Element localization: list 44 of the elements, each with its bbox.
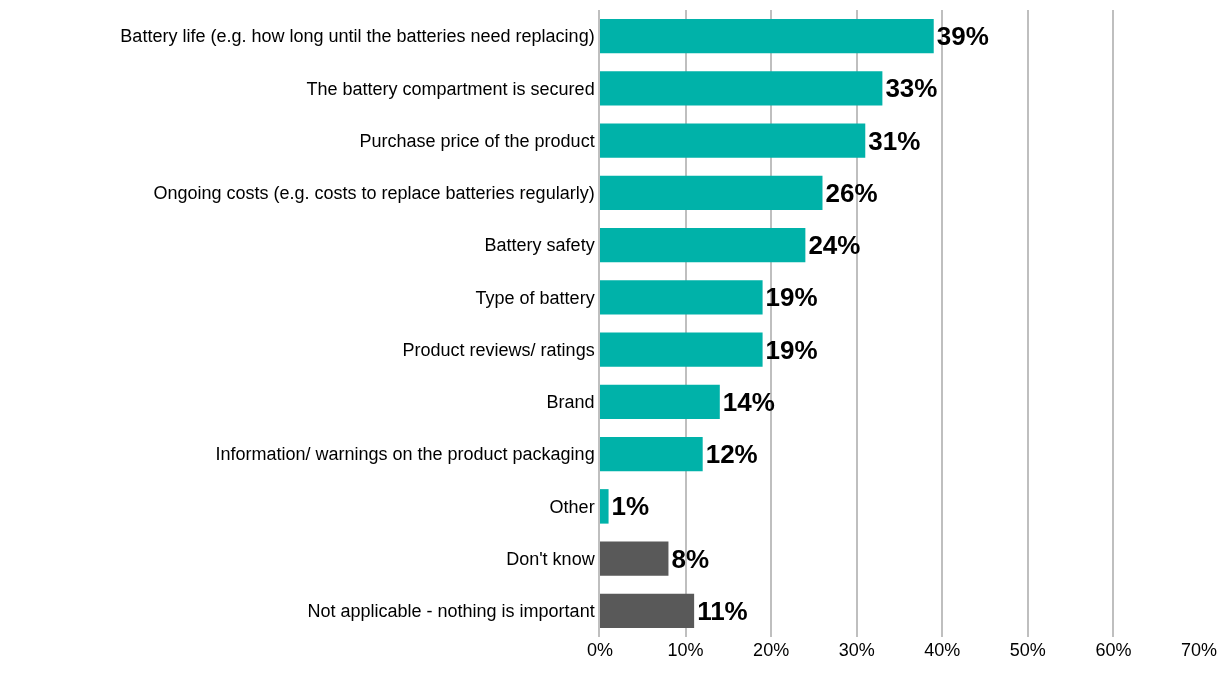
x-tick-label: 70% <box>1180 640 1218 660</box>
data-label: 8% <box>671 543 710 574</box>
y-tick-label: Don't know <box>506 548 596 569</box>
y-tick-label: Battery life (e.g. how long until the batteries need replacing) <box>120 26 595 47</box>
bar <box>600 384 720 420</box>
y-tick-label: Ongoing costs (e.g. costs to replace batteries regularly) <box>153 183 595 204</box>
x-tick-label: 10% <box>667 640 704 660</box>
bar <box>600 123 866 158</box>
bar <box>600 436 703 472</box>
y-tick-label: Product reviews/ ratings <box>402 339 595 360</box>
bar <box>600 71 883 106</box>
data-label: 19% <box>765 282 818 313</box>
y-tick-label: Not applicable - nothing is important <box>307 601 595 622</box>
y-tick-label: Purchase price of the product <box>359 130 595 151</box>
y-tick-label: Information/ warnings on the product packaging <box>215 444 595 465</box>
data-label: 11% <box>697 595 748 626</box>
x-tick-label: 60% <box>1095 640 1132 660</box>
bar <box>600 541 669 576</box>
data-label: 19% <box>765 334 818 365</box>
x-tick-label: 40% <box>924 640 961 660</box>
x-tick-label: 20% <box>753 640 790 660</box>
bar <box>600 280 763 315</box>
bar <box>600 332 763 367</box>
data-label: 31% <box>868 125 921 156</box>
x-tick-label: 50% <box>1009 640 1046 660</box>
data-label: 39% <box>936 21 989 52</box>
bar <box>600 227 806 263</box>
x-tick-label: 30% <box>838 640 875 660</box>
y-tick-label: Type of battery <box>475 287 595 308</box>
data-label: 26% <box>825 177 878 208</box>
bar <box>600 175 823 211</box>
data-label: 12% <box>705 439 758 470</box>
data-label: 33% <box>885 73 938 104</box>
x-tick-label: 0% <box>586 640 614 660</box>
bar <box>600 18 934 54</box>
data-label: 24% <box>808 230 861 261</box>
y-tick-label: Battery safety <box>484 235 595 256</box>
y-tick-label: The battery compartment is secured <box>306 78 595 99</box>
data-label: 1% <box>611 491 650 522</box>
bar <box>600 489 609 524</box>
y-tick-label: Brand <box>546 392 595 413</box>
y-tick-label: Other <box>549 496 595 517</box>
bar <box>600 593 695 629</box>
data-label: 14% <box>722 386 775 417</box>
